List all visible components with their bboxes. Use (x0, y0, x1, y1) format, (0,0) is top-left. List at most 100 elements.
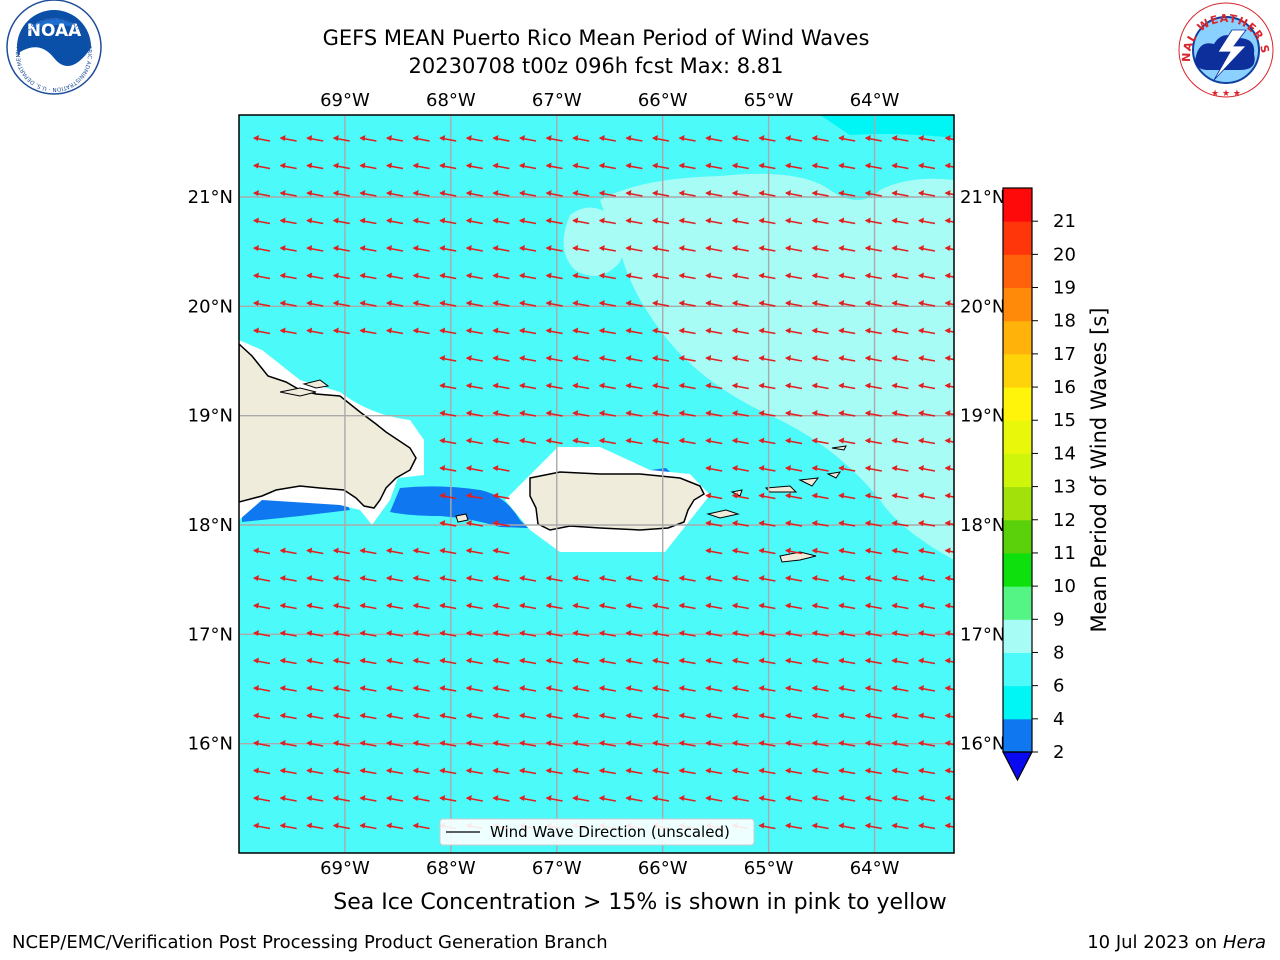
wind-wave-arrow (891, 822, 909, 830)
lat-labels-right: 16°N 17°N 18°N 19°N 20°N 21°N (960, 187, 1005, 755)
wind-wave-arrow (359, 547, 377, 555)
land-vieques (706, 509, 740, 519)
wind-wave-arrow (625, 272, 643, 280)
colorbar-label: Mean Period of Wind Waves [s] (1087, 308, 1111, 633)
wind-wave-arrow (519, 355, 537, 362)
wind-wave-arrow (359, 602, 377, 610)
wind-wave-arrow (545, 630, 563, 637)
noaa-logo: NOAA NATIONAL OCEANIC AND ATMOSPHERIC AD… (0, 0, 102, 95)
wind-wave-arrow (492, 630, 510, 637)
wind-wave-arrow (678, 272, 696, 280)
wind-wave-arrow (598, 767, 616, 775)
wind-wave-arrow (864, 547, 882, 555)
wind-wave-arrow (412, 630, 430, 637)
wind-wave-arrow (492, 465, 510, 472)
colorbar-frame (1002, 187, 1033, 753)
wind-wave-arrow (519, 712, 537, 720)
lon-tick-label: 65°W (744, 90, 794, 111)
colorbar-tick-label: 21 (1053, 211, 1076, 232)
wind-wave-arrow (306, 740, 324, 747)
wind-wave-arrow (279, 795, 297, 802)
wind-wave-arrow (598, 795, 616, 802)
wind-wave-arrow (705, 767, 723, 775)
lon-tick-label: 64°W (850, 858, 900, 879)
wind-wave-arrow (811, 712, 829, 720)
wind-wave-arrow (678, 162, 696, 170)
wind-wave-arrow (785, 685, 803, 692)
wind-wave-arrow (678, 712, 696, 720)
colorbar-tick-label: 17 (1053, 344, 1076, 365)
wind-wave-arrow (253, 685, 271, 692)
wind-wave-arrow (545, 437, 563, 445)
wind-wave-arrow (519, 795, 537, 802)
wind-wave-arrow (306, 190, 324, 197)
wind-wave-arrow (439, 300, 457, 307)
wind-wave-arrow (545, 355, 563, 362)
colorbar-swatch (1003, 586, 1032, 620)
wind-wave-arrow (652, 245, 670, 252)
wind-wave-arrow (465, 327, 483, 335)
wind-wave-arrow (838, 300, 856, 307)
wind-wave-arrow (758, 245, 776, 252)
wind-wave-arrow (412, 602, 430, 610)
wind-wave-arrow (678, 767, 696, 775)
credit-host: Hera (1222, 932, 1266, 953)
wind-wave-arrow (678, 575, 696, 582)
lat-tick-label: 18°N (188, 515, 233, 536)
wind-wave-arrow (864, 327, 882, 335)
wind-wave-arrow (785, 657, 803, 665)
lon-tick-label: 67°W (532, 858, 582, 879)
wind-wave-arrow (412, 740, 430, 747)
wind-wave-arrow (918, 382, 936, 390)
wind-wave-arrow (918, 217, 936, 225)
wind-wave-arrow (678, 135, 696, 142)
wind-wave-arrow (705, 437, 723, 445)
contour-6-8 (820, 115, 954, 138)
wind-wave-arrow (306, 630, 324, 637)
wind-wave-arrow (811, 300, 829, 307)
wind-wave-arrow (492, 410, 510, 417)
wind-wave-arrow (465, 162, 483, 170)
nws-logo: NATIONAL WEATHER SERVICE ★ ★ ★ (0, 0, 1274, 99)
wind-wave-arrow (758, 272, 776, 280)
wind-wave-arrow (785, 300, 803, 307)
wind-wave-arrow (918, 575, 936, 582)
wind-wave-arrow (598, 382, 616, 390)
wind-wave-arrow (598, 162, 616, 170)
wind-wave-arrow (678, 327, 696, 335)
colorbar-tick-label: 19 (1053, 278, 1076, 299)
wind-wave-arrow (864, 657, 882, 665)
wind-wave-arrow (465, 492, 483, 500)
wind-wave-arrow (412, 822, 430, 830)
wind-wave-arrow (811, 685, 829, 692)
wind-wave-arrow (838, 162, 856, 170)
wind-wave-arrow (758, 602, 776, 610)
lat-tick-label: 20°N (960, 296, 1005, 317)
wind-wave-arrow (386, 630, 404, 637)
colorbar-swatch (1003, 486, 1032, 521)
wind-wave-arrow (678, 355, 696, 362)
wind-wave-arrow (572, 162, 590, 170)
wind-wave-arrow (838, 795, 856, 802)
wind-wave-arrow (386, 712, 404, 720)
wind-wave-arrow (705, 300, 723, 307)
wind-wave-arrow (918, 822, 936, 830)
wind-wave-arrow (838, 740, 856, 747)
wind-wave-arrow (332, 575, 350, 582)
wind-wave-arrow (332, 630, 350, 637)
wind-wave-arrow (838, 190, 856, 197)
lon-tick-label: 66°W (638, 90, 688, 111)
wind-wave-arrow (625, 712, 643, 720)
wind-wave-arrow (279, 135, 297, 142)
wind-wave-arrow (572, 685, 590, 692)
colorbar-swatch (1003, 254, 1032, 289)
colorbar-swatch (1003, 453, 1032, 488)
wind-wave-arrow (625, 245, 643, 252)
wind-wave-arrow (652, 190, 670, 197)
wind-wave-arrow (918, 520, 936, 527)
wind-wave-arrow (439, 767, 457, 775)
wind-wave-arrow (386, 767, 404, 775)
wind-wave-arrow (891, 492, 909, 500)
wind-wave-arrow (811, 520, 829, 527)
wind-wave-arrow (731, 657, 749, 665)
